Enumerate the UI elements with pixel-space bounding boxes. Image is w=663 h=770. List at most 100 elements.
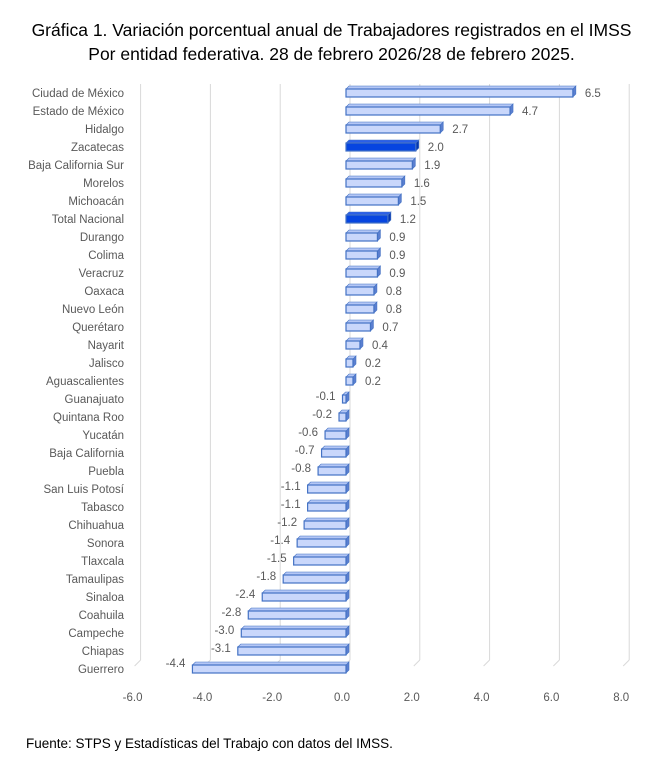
- x-tick-label: 4.0: [474, 692, 490, 704]
- data-label: -1.8: [256, 571, 276, 583]
- category-label: Morelos: [83, 178, 124, 190]
- data-label: 1.9: [424, 160, 440, 172]
- data-label: 0.8: [386, 286, 402, 298]
- category-label: Tamaulipas: [66, 574, 124, 586]
- data-label: -1.1: [281, 481, 301, 493]
- category-label: Oaxaca: [84, 286, 124, 298]
- bar: [345, 340, 361, 350]
- x-tick-label: 8.0: [613, 692, 629, 704]
- bar: [345, 376, 354, 386]
- gridline-floor: [134, 659, 141, 667]
- data-label: 1.5: [410, 196, 426, 208]
- bar: [324, 430, 347, 440]
- data-label: -1.4: [270, 535, 290, 547]
- data-label: -1.5: [267, 553, 287, 565]
- category-label: Guanajuato: [65, 394, 124, 406]
- category-label: Sinaloa: [86, 592, 125, 604]
- category-label: Estado de México: [33, 106, 124, 118]
- bar: [237, 646, 347, 656]
- bar: [191, 664, 347, 674]
- x-tick-label: -2.0: [262, 692, 282, 704]
- data-label: -2.4: [235, 589, 255, 601]
- bar: [345, 214, 389, 224]
- bar: [293, 556, 347, 566]
- x-tick-label: 2.0: [404, 692, 420, 704]
- data-label: 0.9: [389, 250, 405, 262]
- data-label: 2.7: [452, 124, 468, 136]
- data-label: -1.1: [281, 499, 301, 511]
- x-tick-label: 0.0: [334, 692, 350, 704]
- data-label: 1.2: [400, 214, 416, 226]
- bar: [345, 142, 417, 152]
- category-label: Colima: [88, 250, 124, 262]
- bar: [345, 304, 375, 314]
- category-label: Chiapas: [82, 646, 124, 658]
- category-label: Hidalgo: [85, 124, 124, 136]
- bar: [345, 250, 379, 260]
- category-label: Baja California: [49, 448, 124, 460]
- category-label: Durango: [80, 232, 124, 244]
- bar: [345, 124, 441, 134]
- data-label: 0.2: [365, 376, 381, 388]
- data-label: 2.0: [428, 142, 444, 154]
- data-label: -3.0: [214, 625, 234, 637]
- x-tick-label: -6.0: [123, 692, 143, 704]
- bar: [317, 466, 347, 476]
- data-label: -0.8: [291, 463, 311, 475]
- bar: [345, 286, 375, 296]
- x-tick-label: -4.0: [192, 692, 212, 704]
- source-note: Fuente: STPS y Estadísticas del Trabajo …: [26, 736, 393, 751]
- data-label: 4.7: [522, 106, 538, 118]
- x-tick-label: 6.0: [543, 692, 559, 704]
- category-label: Yucatán: [82, 430, 124, 442]
- category-label: Chihuahua: [68, 520, 124, 532]
- bar: [320, 448, 347, 458]
- category-label: Tlaxcala: [81, 556, 124, 568]
- category-label: Zacatecas: [71, 142, 124, 154]
- data-label: -0.7: [295, 445, 315, 457]
- bar: [282, 574, 347, 584]
- category-label: Veracruz: [79, 268, 125, 280]
- bar: [345, 322, 372, 332]
- bar: [345, 232, 379, 242]
- gridline-floor: [413, 659, 421, 667]
- category-label: Nuevo León: [62, 304, 124, 316]
- data-label: 0.9: [389, 232, 405, 244]
- data-label: -0.6: [298, 427, 318, 439]
- bar: [261, 592, 347, 602]
- bar: [345, 88, 574, 98]
- category-label: Michoacán: [68, 196, 124, 208]
- bar: [345, 178, 403, 188]
- category-label: Total Nacional: [52, 214, 124, 226]
- title-line-1: Gráfica 1. Variación porcentual anual de…: [31, 20, 632, 40]
- bar: [338, 412, 347, 422]
- category-label: Tabasco: [81, 502, 124, 514]
- gridline-floor: [553, 659, 560, 667]
- bar: [303, 520, 347, 530]
- bar: [247, 610, 347, 620]
- category-label: Guerrero: [78, 664, 124, 676]
- bar: [307, 484, 347, 494]
- category-label: Quintana Roo: [53, 412, 124, 424]
- category-label: San Luis Potosí: [43, 484, 124, 496]
- bar: [307, 502, 347, 512]
- data-label: -0.1: [316, 391, 336, 403]
- data-label: 0.4: [372, 340, 389, 352]
- data-label: 0.8: [386, 304, 402, 316]
- data-label: -2.8: [221, 607, 241, 619]
- bar: [341, 394, 347, 404]
- gridline-floor: [483, 659, 490, 667]
- bar: [345, 358, 354, 368]
- category-label: Querétaro: [72, 322, 124, 334]
- data-label: 0.9: [389, 268, 405, 280]
- category-label: Puebla: [88, 466, 124, 478]
- gridline-floor: [622, 659, 630, 667]
- data-label: -3.1: [211, 643, 231, 655]
- bar: [345, 196, 399, 206]
- category-label: Nayarit: [88, 340, 125, 352]
- data-label: -4.4: [166, 658, 186, 670]
- category-label: Jalisco: [89, 358, 124, 370]
- data-label: 0.2: [365, 358, 381, 370]
- bar: [240, 628, 347, 638]
